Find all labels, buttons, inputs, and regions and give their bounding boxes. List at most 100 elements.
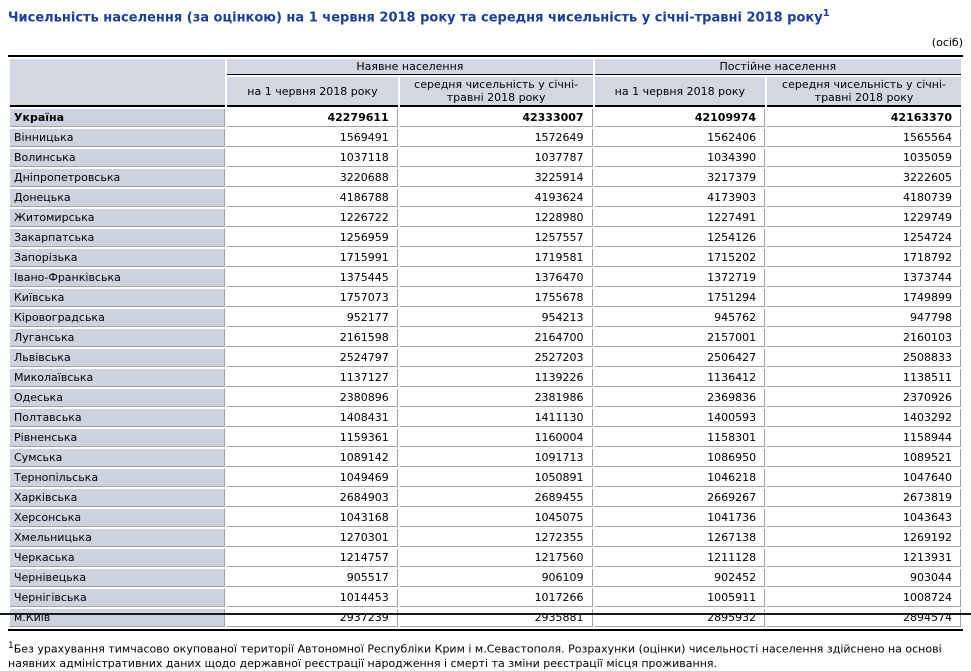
region-name-cell: Чернівецька xyxy=(10,569,226,588)
population-value-cell: 1137127 xyxy=(227,369,398,388)
table-row: Житомирська 1226722 1228980 1227491 1229749 xyxy=(10,209,961,228)
population-value-cell: 1229749 xyxy=(767,209,961,228)
region-name-cell: Львівська xyxy=(10,349,226,368)
population-value-cell: 1213931 xyxy=(767,549,961,568)
population-value-cell: 1211128 xyxy=(594,549,766,568)
region-name-cell: Рівненська xyxy=(10,429,226,448)
population-value-cell: 945762 xyxy=(594,309,766,328)
population-value-cell: 1569491 xyxy=(227,129,398,148)
region-name-cell: Миколаївська xyxy=(10,369,226,388)
population-value-cell: 1715202 xyxy=(594,249,766,268)
population-value-cell: 1086950 xyxy=(594,449,766,468)
region-name-cell: Донецька xyxy=(10,189,226,208)
population-value-cell: 1136412 xyxy=(594,369,766,388)
population-value-cell: 2161598 xyxy=(227,329,398,348)
column-group-permanent-population: Постійне населення xyxy=(594,59,961,76)
region-name-cell: Тернопільська xyxy=(10,469,226,488)
table-row: Дніпропетровська 3220688 3225914 3217379 322… xyxy=(10,169,961,188)
population-value-cell: 2506427 xyxy=(594,349,766,368)
population-value-cell: 952177 xyxy=(227,309,398,328)
population-value-cell: 1034390 xyxy=(594,149,766,168)
region-name-cell: Полтавська xyxy=(10,409,226,428)
table-row: Миколаївська 1137127 1139226 1136412 1138511 xyxy=(10,369,961,388)
population-value-cell: 1715991 xyxy=(227,249,398,268)
table-row: Сумська 1089142 1091713 1086950 1089521 xyxy=(10,449,961,468)
population-value-cell: 954213 xyxy=(399,309,593,328)
table-row: Волинська 1037118 1037787 1034390 1035059 xyxy=(10,149,961,168)
population-value-cell: 1562406 xyxy=(594,129,766,148)
population-value-cell: 1267138 xyxy=(594,529,766,548)
population-value-cell: 1254724 xyxy=(767,229,961,248)
table-row: Луганська 2161598 2164700 2157001 2160103 xyxy=(10,329,961,348)
population-value-cell: 42333007 xyxy=(399,109,593,128)
population-value-cell: 1037787 xyxy=(399,149,593,168)
sub-header-permanent-average: середня чисельність у січні-травні 2018 … xyxy=(767,77,961,108)
region-name-cell: Сумська xyxy=(10,449,226,468)
population-value-cell: 1035059 xyxy=(767,149,961,168)
population-value-cell: 1269192 xyxy=(767,529,961,548)
population-value-cell: 1138511 xyxy=(767,369,961,388)
population-value-cell: 1158944 xyxy=(767,429,961,448)
population-value-cell: 1217560 xyxy=(399,549,593,568)
population-value-cell: 1226722 xyxy=(227,209,398,228)
page-title: Чисельність населення (за оцінкою) на 1 … xyxy=(8,5,963,26)
population-value-cell: 2157001 xyxy=(594,329,766,348)
population-value-cell: 1005911 xyxy=(594,589,766,608)
population-value-cell: 1139226 xyxy=(399,369,593,388)
table-row: Київська 1757073 1755678 1751294 1749899 xyxy=(10,289,961,308)
population-value-cell: 2164700 xyxy=(399,329,593,348)
population-value-cell: 1091713 xyxy=(399,449,593,468)
table-row: Україна 42279611 42333007 42109974 42163370 xyxy=(10,109,961,128)
footnote: 1Без урахування тимчасово окупованої тер… xyxy=(8,639,963,671)
population-value-cell: 3222605 xyxy=(767,169,961,188)
sub-header-row: на 1 червня 2018 року середня чисельніст… xyxy=(10,77,961,108)
region-name-cell: Хмельницька xyxy=(10,529,226,548)
population-value-cell: 1049469 xyxy=(227,469,398,488)
page-title-text: Чисельність населення (за оцінкою) на 1 … xyxy=(8,10,823,26)
population-value-cell: 1014453 xyxy=(227,589,398,608)
population-value-cell: 1257557 xyxy=(399,229,593,248)
table-row: Львівська 2524797 2527203 2506427 2508833 xyxy=(10,349,961,368)
population-value-cell: 1755678 xyxy=(399,289,593,308)
region-name-cell: Чернігівська xyxy=(10,589,226,608)
population-value-cell: 1719581 xyxy=(399,249,593,268)
region-name-cell: Волинська xyxy=(10,149,226,168)
population-value-cell: 1757073 xyxy=(227,289,398,308)
bottom-divider xyxy=(0,613,971,615)
units-label: (осіб) xyxy=(931,36,963,50)
population-value-cell: 3217379 xyxy=(594,169,766,188)
population-value-cell: 3220688 xyxy=(227,169,398,188)
corner-cell xyxy=(10,59,226,108)
footnote-text: Без урахування тимчасово окупованої тери… xyxy=(8,642,942,670)
population-value-cell: 1411130 xyxy=(399,409,593,428)
population-value-cell: 2689455 xyxy=(399,489,593,508)
population-value-cell: 1400593 xyxy=(594,409,766,428)
population-value-cell: 903044 xyxy=(767,569,961,588)
table-row: Хмельницька 1270301 1272355 1267138 1269192 xyxy=(10,529,961,548)
title-footnote-marker: 1 xyxy=(822,8,830,19)
group-header-row: Наявне населення Постійне населення xyxy=(10,59,961,108)
population-value-cell: 1043168 xyxy=(227,509,398,528)
table-row: Кіровоградська 952177 954213 945762 947798 xyxy=(10,309,961,328)
region-name-cell: Вінницька xyxy=(10,129,226,148)
population-value-cell: 947798 xyxy=(767,309,961,328)
population-value-cell: 4173903 xyxy=(594,189,766,208)
population-value-cell: 3225914 xyxy=(399,169,593,188)
population-value-cell: 2380896 xyxy=(227,389,398,408)
population-value-cell: 2684903 xyxy=(227,489,398,508)
population-value-cell: 1403292 xyxy=(767,409,961,428)
sub-header-present-average: середня чисельність у січні-травні 2018 … xyxy=(399,77,593,108)
population-value-cell: 2673819 xyxy=(767,489,961,508)
table-row: Чернігівська 1014453 1017266 1005911 1008724 xyxy=(10,589,961,608)
population-value-cell: 1270301 xyxy=(227,529,398,548)
population-value-cell: 1376470 xyxy=(399,269,593,288)
population-value-cell: 42163370 xyxy=(767,109,961,128)
table-row: Тернопільська 1049469 1050891 1046218 104764… xyxy=(10,469,961,488)
population-value-cell: 2508833 xyxy=(767,349,961,368)
region-name-cell: Україна xyxy=(10,109,226,128)
population-value-cell: 4180739 xyxy=(767,189,961,208)
population-value-cell: 1089521 xyxy=(767,449,961,468)
region-name-cell: Івано-Франківська xyxy=(10,269,226,288)
population-value-cell: 1017266 xyxy=(399,589,593,608)
population-value-cell: 905517 xyxy=(227,569,398,588)
